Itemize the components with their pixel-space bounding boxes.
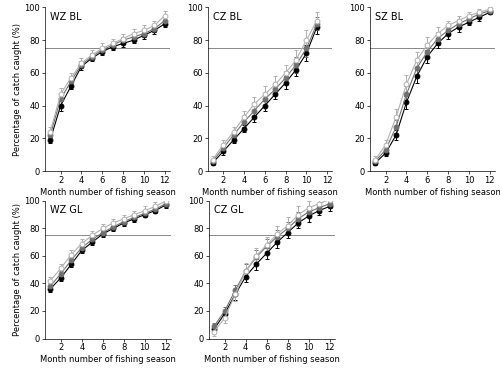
X-axis label: Month number of fishing season: Month number of fishing season [204, 355, 340, 364]
Y-axis label: Percentage of catch caught (%): Percentage of catch caught (%) [12, 203, 22, 336]
Text: WZ BL: WZ BL [50, 12, 82, 22]
Text: CZ GL: CZ GL [214, 205, 244, 215]
Y-axis label: Percentage of catch caught (%): Percentage of catch caught (%) [12, 23, 22, 156]
X-axis label: Month number of fishing season: Month number of fishing season [364, 188, 500, 197]
X-axis label: Month number of fishing season: Month number of fishing season [40, 355, 176, 364]
X-axis label: Month number of fishing season: Month number of fishing season [202, 188, 338, 197]
X-axis label: Month number of fishing season: Month number of fishing season [40, 188, 175, 197]
Text: CZ BL: CZ BL [212, 12, 242, 22]
Text: WZ GL: WZ GL [50, 205, 82, 215]
Text: SZ BL: SZ BL [375, 12, 403, 22]
